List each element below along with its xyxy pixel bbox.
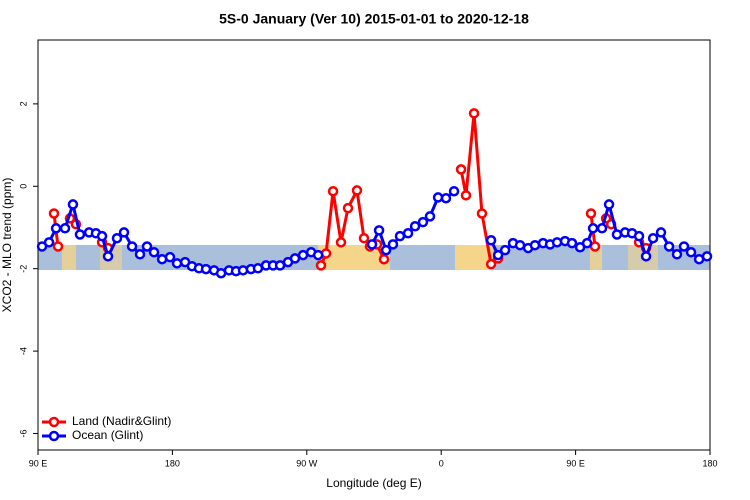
data-point (148, 246, 160, 258)
data-point (678, 241, 690, 252)
data-point (118, 227, 130, 238)
data-point (315, 260, 327, 271)
data-point (440, 192, 452, 204)
data-point (378, 253, 390, 265)
data-point (485, 258, 497, 270)
y-tick-label: 2 (18, 101, 28, 106)
y-tick-label: -6 (18, 430, 28, 438)
data-point (59, 223, 71, 234)
data-point (424, 211, 436, 222)
data-point (529, 239, 541, 251)
y-tick-label: 0 (18, 184, 28, 189)
data-point (312, 249, 324, 261)
data-point (685, 246, 697, 258)
x-axis-label: Longitude (deg E) (326, 476, 421, 490)
data-point (655, 227, 667, 238)
data-point (366, 239, 378, 250)
data-point (603, 199, 615, 210)
data-point (671, 249, 683, 260)
data-point (164, 251, 176, 263)
chart-title: 5S-0 January (Ver 10) 2015-01-01 to 2020… (219, 11, 529, 27)
legend-marker (48, 430, 60, 442)
data-point (647, 232, 659, 244)
data-point (327, 185, 339, 197)
data-point (111, 232, 123, 244)
data-point (587, 223, 599, 234)
data-point (611, 229, 623, 240)
data-point (485, 235, 497, 246)
legend-label: Ocean (Glint) (72, 428, 143, 442)
data-point (237, 265, 249, 276)
y-tick-label: -4 (18, 347, 28, 355)
data-point (492, 249, 504, 261)
legend-marker (48, 416, 60, 428)
x-tick-label: 0 (439, 458, 444, 468)
data-point (460, 190, 472, 201)
data-point (74, 229, 86, 240)
data-point (335, 237, 347, 248)
data-point (701, 251, 713, 262)
data-point (342, 202, 354, 214)
data-point (596, 223, 608, 234)
x-tick-label: 180 (165, 458, 180, 468)
data-point (134, 249, 146, 260)
data-point (387, 239, 399, 250)
data-point (633, 230, 645, 242)
x-tick-label: 90 E (29, 458, 48, 468)
data-point (52, 241, 64, 252)
data-point (394, 230, 406, 242)
data-point (67, 199, 79, 210)
data-point (640, 251, 652, 262)
y-tick-label: -2 (18, 265, 28, 273)
data-point (581, 237, 593, 249)
legend-label: Land (Nadir&Glint) (72, 414, 171, 428)
x-tick-label: 180 (702, 458, 717, 468)
data-point (289, 253, 301, 264)
data-point (476, 208, 488, 219)
data-point (358, 232, 370, 244)
data-point (566, 237, 578, 249)
data-point (380, 244, 392, 256)
x-tick-label: 90 W (296, 458, 318, 468)
data-point (297, 249, 309, 261)
data-point (409, 221, 421, 232)
data-point (551, 237, 563, 248)
data-point (402, 228, 414, 239)
data-point (50, 223, 62, 234)
data-point (468, 108, 480, 119)
data-point (351, 185, 363, 196)
data-point (200, 263, 212, 275)
data-point (96, 230, 108, 242)
data-point (48, 208, 60, 219)
y-axis-label: XCO2 - MLO trend (ppm) (0, 178, 14, 313)
data-point (448, 185, 460, 197)
data-point (373, 225, 385, 236)
data-point (252, 263, 264, 274)
x-tick-label: 90 E (566, 458, 585, 468)
data-point (499, 244, 511, 256)
data-point (141, 241, 153, 252)
data-point (585, 208, 597, 219)
data-point (126, 241, 138, 252)
data-point (514, 239, 526, 251)
data-point (102, 251, 114, 262)
data-point (417, 216, 429, 228)
data-point (171, 258, 183, 269)
data-point (455, 164, 467, 175)
data-point (663, 241, 675, 252)
data-point (43, 237, 55, 248)
